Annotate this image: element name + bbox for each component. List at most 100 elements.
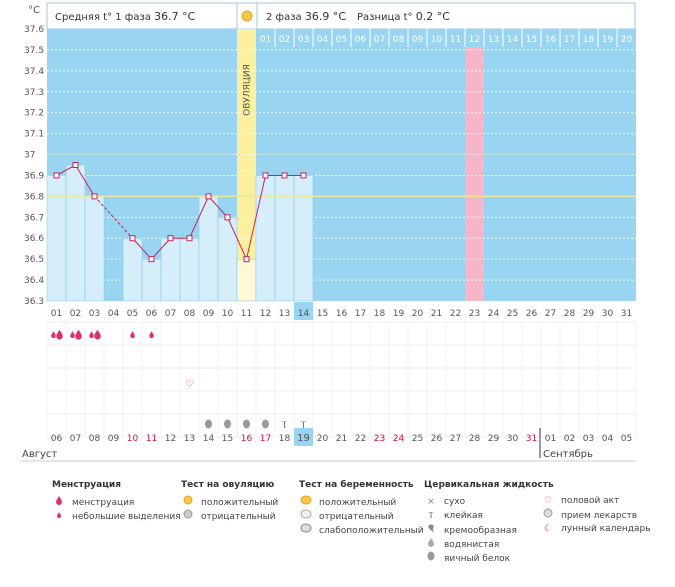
phase2-day-label: 11 [450,35,461,45]
ovulation-label: ОВУЛЯЦИЯ [243,64,253,116]
phase2-day-label: 03 [298,35,309,45]
phase2-day-label: 10 [431,35,443,45]
moon-icon: ☾ [543,524,553,534]
temperature-line [151,237,171,260]
x-tick-label: 19 [393,309,405,319]
bbt-chart: °C Средняя t° 1 фаза 36.7 °C 2 фаза 36.9… [20,2,637,462]
temperature-point [91,193,98,200]
phase2-day-label: 01 [260,35,271,45]
temperature-point [243,256,250,263]
x-tick-label: 27 [545,309,556,319]
negative-test-icon [181,509,195,524]
calendar-date-label: 29 [488,434,500,444]
x-tick-label: 31 [621,309,632,319]
temperature-bar [255,175,276,302]
temperature-line [56,164,76,176]
negative-test-icon [299,509,313,524]
x-tick-label: 24 [488,309,500,319]
legend-item: прием лекарств [541,508,651,522]
calendar-date-label: 10 [127,434,139,444]
x-tick-label: 16 [336,309,348,319]
egg-white-icon [205,419,212,429]
calendar-date-label: 19 [297,433,310,444]
calendar-date-label: 22 [355,434,366,444]
phase2-day-label: 18 [583,35,595,45]
legend-title: Тест на овуляцию [181,480,275,490]
menstruation-drop-icon [149,331,154,339]
legend-item: положительный [181,495,278,509]
menstruation-drop-icon [130,331,135,339]
phase2-day-label: 04 [317,35,329,45]
phase2-day-label: 12 [469,35,480,45]
legend-item: положительный [299,495,424,509]
y-tick-label: 37.4 [24,67,44,77]
legend-item: ☾ лунный календарь [541,522,651,536]
phase2-day-label: 08 [393,35,405,45]
temperature-bar [179,237,200,302]
legend-item: отрицательный [299,509,424,523]
egg-white-icon [224,419,231,429]
phase2-day-label: 15 [526,35,537,45]
calendar-date-label: 23 [374,434,385,444]
temperature-line [189,196,209,239]
temperature-point [205,193,212,200]
today-date-highlight [294,428,313,446]
calendar-date-label: 17 [260,434,271,444]
temperature-point [186,235,193,242]
x-tick-label: 15 [317,309,328,319]
temperature-point [129,235,136,242]
phase2-label: 2 фаза 36.9 °C [266,10,346,23]
legend-title: Цервикальная жидкость [424,480,554,490]
egg-white-icon [262,419,269,429]
x-tick-label: 23 [469,309,480,319]
y-tick-label: 36.7 [24,213,44,223]
small-drop-icon [52,509,66,524]
temperature-bar [236,258,257,302]
phase2-day-label: 20 [621,35,633,45]
calendar-date-label: 11 [146,434,157,444]
y-tick-label: 37.1 [24,130,44,140]
temperature-bar [274,175,295,302]
calendar-date-label: 21 [336,434,347,444]
temperature-point [300,172,307,179]
y-tick-label: 36.4 [24,276,44,286]
calendar-date-label: 13 [184,434,195,444]
calendar-date-label: 03 [583,434,594,444]
legend-pregnancy-test: Тест на беременность положительный отриц… [299,480,424,537]
x-tick-label: 30 [602,309,614,319]
calendar-date-label: 18 [279,434,291,444]
creamy-icon [424,523,438,538]
temperature-bar [122,237,143,302]
dry-icon: × [427,497,435,507]
legend-item: менструация [52,495,181,509]
phase2-day-label: 09 [412,35,424,45]
temperature-bar [141,258,162,302]
phase2-day-label: 16 [545,35,557,45]
sticky-icon: Ⲧ [428,511,434,521]
x-tick-label: 28 [564,309,576,319]
calendar-date-label: 16 [241,434,253,444]
calendar-date-label: 24 [393,434,405,444]
x-tick-label: 22 [450,309,461,319]
legend-menstruation: Менструация менструация небольшие выделе… [52,480,181,523]
temperature-line [208,196,228,218]
calendar-date-label: 15 [222,434,233,444]
y-tick-label: 36.9 [24,171,44,181]
phase2-day-label: 17 [564,35,575,45]
y-tick-label: 37.6 [24,25,44,35]
legend-item: отрицательный [181,509,278,523]
x-tick-label: 26 [526,309,538,319]
calendar-date-label: 26 [431,434,443,444]
diff-label: Разница t° 0.2 °C [357,10,450,23]
x-tick-label: 25 [507,309,518,319]
positive-test-icon [299,495,313,510]
x-tick-label: 12 [260,309,271,319]
legend-item: × сухо [424,495,554,509]
phase2-day-label: 05 [336,35,347,45]
legend-item: ♡ половой акт [541,494,651,508]
x-tick-label: 06 [146,309,158,319]
temperature-point [148,256,155,263]
calendar-date-label: 27 [450,434,461,444]
x-tick-label: 21 [431,309,442,319]
